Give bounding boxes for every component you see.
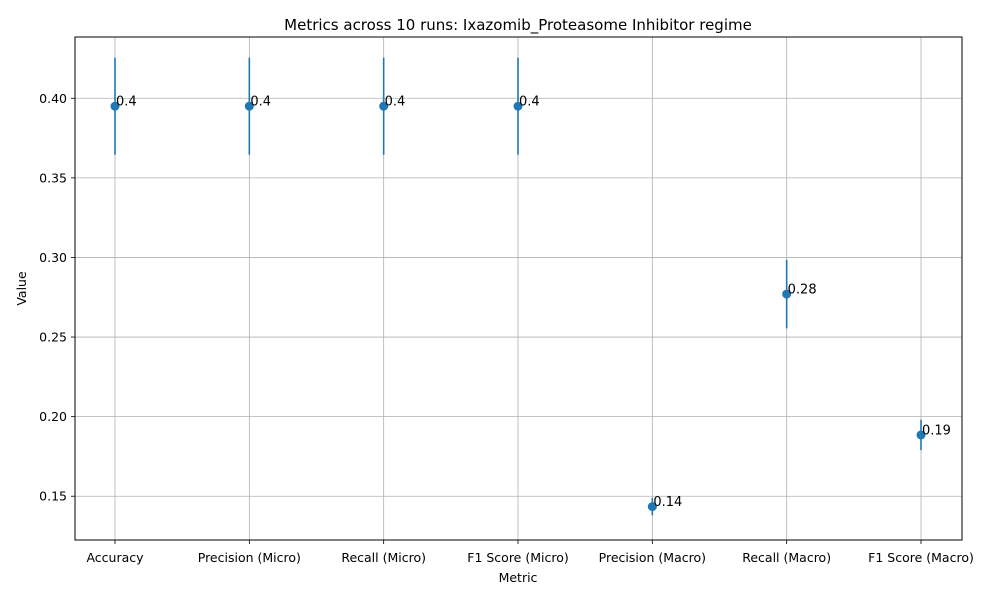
y-axis: 0.15 0.20 0.25 0.30 0.35 0.40	[39, 91, 75, 504]
series: 0.4 0.4 0.4 0.4 0.14 0.28 0.19	[110, 57, 951, 516]
data-label: 0.4	[385, 95, 406, 110]
y-tick-label: 0.25	[39, 330, 67, 345]
data-label: 0.4	[250, 95, 271, 110]
x-tick-label: Precision (Macro)	[599, 550, 706, 565]
x-axis-title: Metric	[499, 570, 538, 585]
x-tick-label: F1 Score (Macro)	[868, 550, 974, 565]
data-label: 0.19	[922, 423, 951, 438]
y-tick-label: 0.20	[39, 409, 67, 424]
data-point	[782, 289, 792, 299]
data-label: 0.14	[653, 495, 682, 510]
data-label: 0.28	[788, 283, 817, 298]
x-tick-label: Accuracy	[86, 550, 144, 565]
y-axis-title: Value	[14, 271, 29, 306]
data-label: 0.4	[116, 95, 137, 110]
y-tick-label: 0.40	[39, 91, 67, 106]
plot-area-frame	[74, 36, 963, 541]
data-point	[110, 101, 120, 111]
data-label: 0.4	[519, 95, 540, 110]
x-tick-label: Recall (Micro)	[341, 550, 426, 565]
y-tick-label: 0.15	[39, 489, 67, 504]
data-point	[916, 430, 926, 440]
y-tick-label: 0.35	[39, 170, 67, 185]
data-point	[647, 502, 657, 512]
data-point	[379, 101, 389, 111]
x-axis: Accuracy Precision (Micro) Recall (Micro) F…	[86, 540, 974, 565]
x-tick-label: Recall (Macro)	[742, 550, 831, 565]
data-point	[244, 101, 254, 111]
y-tick-label: 0.30	[39, 250, 67, 265]
x-tick-label: F1 Score (Micro)	[467, 550, 569, 565]
data-point	[513, 101, 523, 111]
x-tick-label: Precision (Micro)	[198, 550, 301, 565]
chart-title: Metrics across 10 runs: Ixazomib_Proteas…	[284, 16, 752, 35]
